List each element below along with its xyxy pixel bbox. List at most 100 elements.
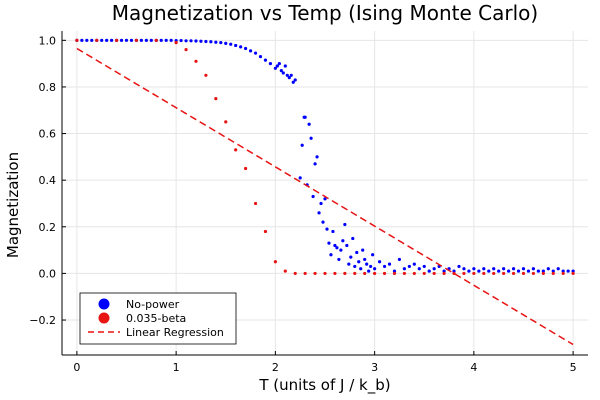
- x-tick-label: 4: [470, 361, 477, 374]
- data-point-0-035-beta: [303, 271, 307, 276]
- data-point-no-power: [373, 267, 377, 271]
- data-point-no-power: [369, 264, 373, 269]
- y-tick-label: 1.0: [39, 34, 57, 47]
- data-point-no-power: [482, 267, 486, 271]
- data-point-no-power: [319, 201, 323, 206]
- data-point-0-035-beta: [571, 271, 575, 276]
- data-point-0-035-beta: [263, 229, 268, 234]
- data-point-0-035-beta: [333, 271, 337, 276]
- data-point-0-035-beta: [561, 271, 565, 276]
- data-point-no-power: [281, 71, 285, 75]
- data-point-no-power: [345, 243, 349, 248]
- data-point-no-power: [331, 229, 335, 234]
- data-point-no-power: [361, 248, 365, 252]
- data-point-0-035-beta: [134, 38, 139, 42]
- data-point-0-035-beta: [363, 271, 367, 276]
- data-point-0-035-beta: [273, 260, 277, 264]
- legend-marker-beta: [98, 312, 110, 324]
- data-point-0-035-beta: [422, 271, 426, 276]
- data-point-no-power: [239, 45, 243, 49]
- data-point-no-power: [164, 38, 168, 42]
- data-point-no-power: [546, 267, 550, 271]
- data-point-no-power: [526, 269, 531, 273]
- data-point-no-power: [507, 269, 511, 273]
- data-point-no-power: [502, 267, 506, 271]
- data-point-0-035-beta: [293, 271, 297, 276]
- data-point-no-power: [291, 80, 295, 84]
- data-point-no-power: [219, 41, 223, 45]
- data-point-no-power: [313, 162, 317, 166]
- data-point-no-power: [224, 41, 228, 45]
- data-point-no-power: [343, 222, 347, 227]
- y-axis-label: Magnetization: [4, 152, 22, 258]
- data-point-no-power: [110, 38, 114, 42]
- data-point-no-power: [139, 38, 143, 42]
- data-point-0-035-beta: [244, 166, 248, 171]
- data-point-no-power: [321, 220, 325, 224]
- data-point-no-power: [105, 38, 109, 42]
- data-point-0-035-beta: [95, 38, 99, 42]
- data-point-0-035-beta: [382, 271, 387, 276]
- data-point-0-035-beta: [214, 96, 218, 101]
- data-point-0-035-beta: [224, 120, 228, 124]
- data-point-0-035-beta: [402, 271, 406, 276]
- data-point-0-035-beta: [75, 38, 79, 42]
- data-point-no-power: [149, 38, 153, 42]
- data-point-no-power: [561, 269, 565, 273]
- data-point-no-power: [244, 46, 248, 51]
- data-point-0-035-beta: [472, 271, 476, 276]
- x-tick-label: 5: [570, 361, 577, 374]
- data-point-0-035-beta: [521, 271, 526, 276]
- data-point-0-035-beta: [353, 271, 357, 276]
- x-tick-label: 0: [73, 361, 80, 374]
- x-tick-label: 3: [371, 361, 378, 374]
- data-point-no-power: [275, 64, 279, 68]
- data-point-no-power: [303, 115, 307, 119]
- data-point-no-power: [551, 269, 555, 273]
- y-tick-label: 0.6: [39, 128, 57, 141]
- data-point-no-power: [427, 269, 431, 273]
- data-point-no-power: [359, 267, 363, 271]
- data-point-0-035-beta: [343, 271, 347, 276]
- data-point-no-power: [397, 257, 402, 262]
- legend-label-regression: Linear Regression: [126, 326, 224, 339]
- data-point-no-power: [273, 66, 277, 70]
- data-point-no-power: [268, 62, 273, 66]
- data-point-no-power: [462, 267, 466, 271]
- data-point-no-power: [492, 267, 496, 271]
- data-point-no-power: [311, 194, 315, 199]
- data-point-no-power: [214, 40, 218, 44]
- data-point-no-power: [341, 239, 345, 243]
- grid: [62, 31, 588, 355]
- data-point-0-035-beta: [114, 38, 119, 42]
- data-point-0-035-beta: [184, 48, 188, 52]
- plot-area: [75, 38, 575, 346]
- data-point-0-035-beta: [541, 271, 545, 276]
- data-point-no-power: [315, 155, 319, 159]
- data-point-no-power: [85, 38, 89, 42]
- data-point-no-power: [325, 227, 329, 231]
- data-point-no-power: [407, 264, 411, 269]
- x-tick-label: 1: [173, 361, 180, 374]
- data-point-no-power: [253, 51, 258, 55]
- data-point-no-power: [536, 269, 540, 273]
- data-point-0-035-beta: [174, 41, 178, 45]
- data-point-no-power: [194, 39, 198, 43]
- data-point-no-power: [129, 38, 134, 42]
- data-point-0-035-beta: [373, 271, 377, 276]
- data-point-no-power: [371, 253, 375, 257]
- y-tick-label: 0.0: [39, 267, 57, 280]
- data-point-no-power: [531, 267, 536, 271]
- data-point-no-power: [467, 269, 471, 273]
- legend-label-beta: 0.035-beta: [126, 312, 186, 325]
- data-point-0-035-beta: [412, 271, 416, 276]
- data-point-no-power: [457, 264, 461, 269]
- data-point-no-power: [355, 250, 359, 255]
- data-point-no-power: [300, 143, 304, 147]
- data-point-no-power: [119, 38, 124, 42]
- data-point-no-power: [279, 69, 283, 73]
- y-tick-label: 0.8: [39, 81, 57, 94]
- data-point-no-power: [516, 269, 521, 273]
